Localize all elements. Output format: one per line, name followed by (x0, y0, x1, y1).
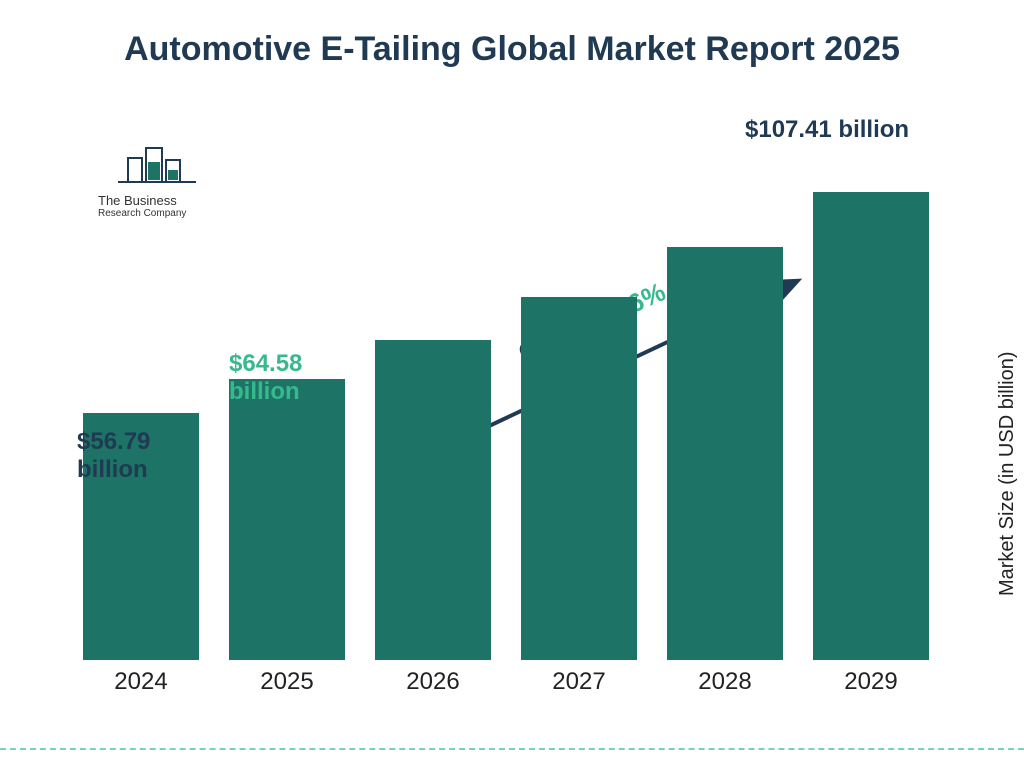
bar-2027 (521, 297, 637, 660)
x-label-2024: 2024 (83, 668, 199, 696)
value-label-2: $107.41 billion (745, 116, 909, 144)
x-label-2027: 2027 (521, 668, 637, 696)
x-label-2028: 2028 (667, 668, 783, 696)
chart-title: Automotive E-Tailing Global Market Repor… (0, 28, 1024, 71)
value-label-0: $56.79billion (77, 428, 150, 483)
bar-chart: CAGR 13.6% 202420252026202720282029$56.7… (75, 140, 945, 700)
value-label-1: $64.58billion (229, 350, 302, 405)
x-label-2029: 2029 (813, 668, 929, 696)
bottom-divider (0, 748, 1024, 750)
x-label-2025: 2025 (229, 668, 345, 696)
bar-2029 (813, 192, 929, 660)
bar-2028 (667, 247, 783, 660)
bar-2026 (375, 340, 491, 660)
y-axis-label: Market Size (in USD billion) (997, 352, 1020, 597)
bar-2025 (229, 379, 345, 660)
x-label-2026: 2026 (375, 668, 491, 696)
